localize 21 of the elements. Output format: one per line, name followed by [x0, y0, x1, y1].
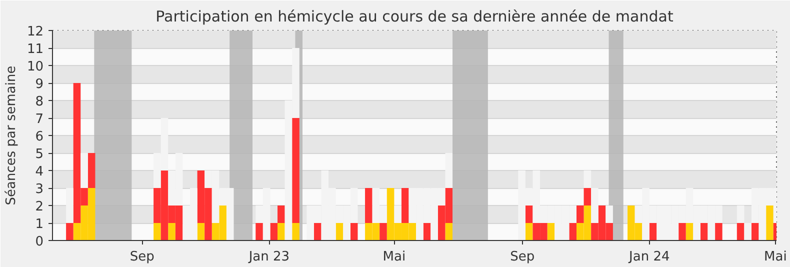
x-tick-label: Mai [382, 250, 406, 264]
x-tick-label: Jan 23 [248, 250, 290, 264]
y-tick-label: 5 [35, 147, 44, 162]
x-tick-label: Sep [130, 250, 154, 264]
y-tick-label: 8 [35, 94, 44, 110]
y-tick-label: 7 [35, 112, 44, 127]
y-tick-label: 12 [26, 24, 44, 40]
y-tick-label: 6 [35, 130, 44, 144]
y-axis-title: Séances par semaine [4, 66, 19, 206]
x-tick-label: Sep [510, 250, 535, 264]
y-tick-label: 0 [35, 234, 44, 250]
x-tick-label: Mai [764, 250, 787, 264]
x-tick-label: Jan 24 [628, 250, 670, 264]
y-tick-label: 2 [35, 200, 44, 214]
y-tick-label: 9 [35, 77, 44, 92]
y-tick-label: 10 [26, 60, 44, 74]
y-tick-label: 1 [35, 217, 44, 232]
y-tick-label: 4 [35, 164, 44, 180]
y-tick-label: 3 [35, 182, 44, 197]
y-tick-label: 11 [26, 42, 44, 57]
chart-title: Participation en hémicycle au cours de sa dernière année de mandat [156, 8, 674, 26]
